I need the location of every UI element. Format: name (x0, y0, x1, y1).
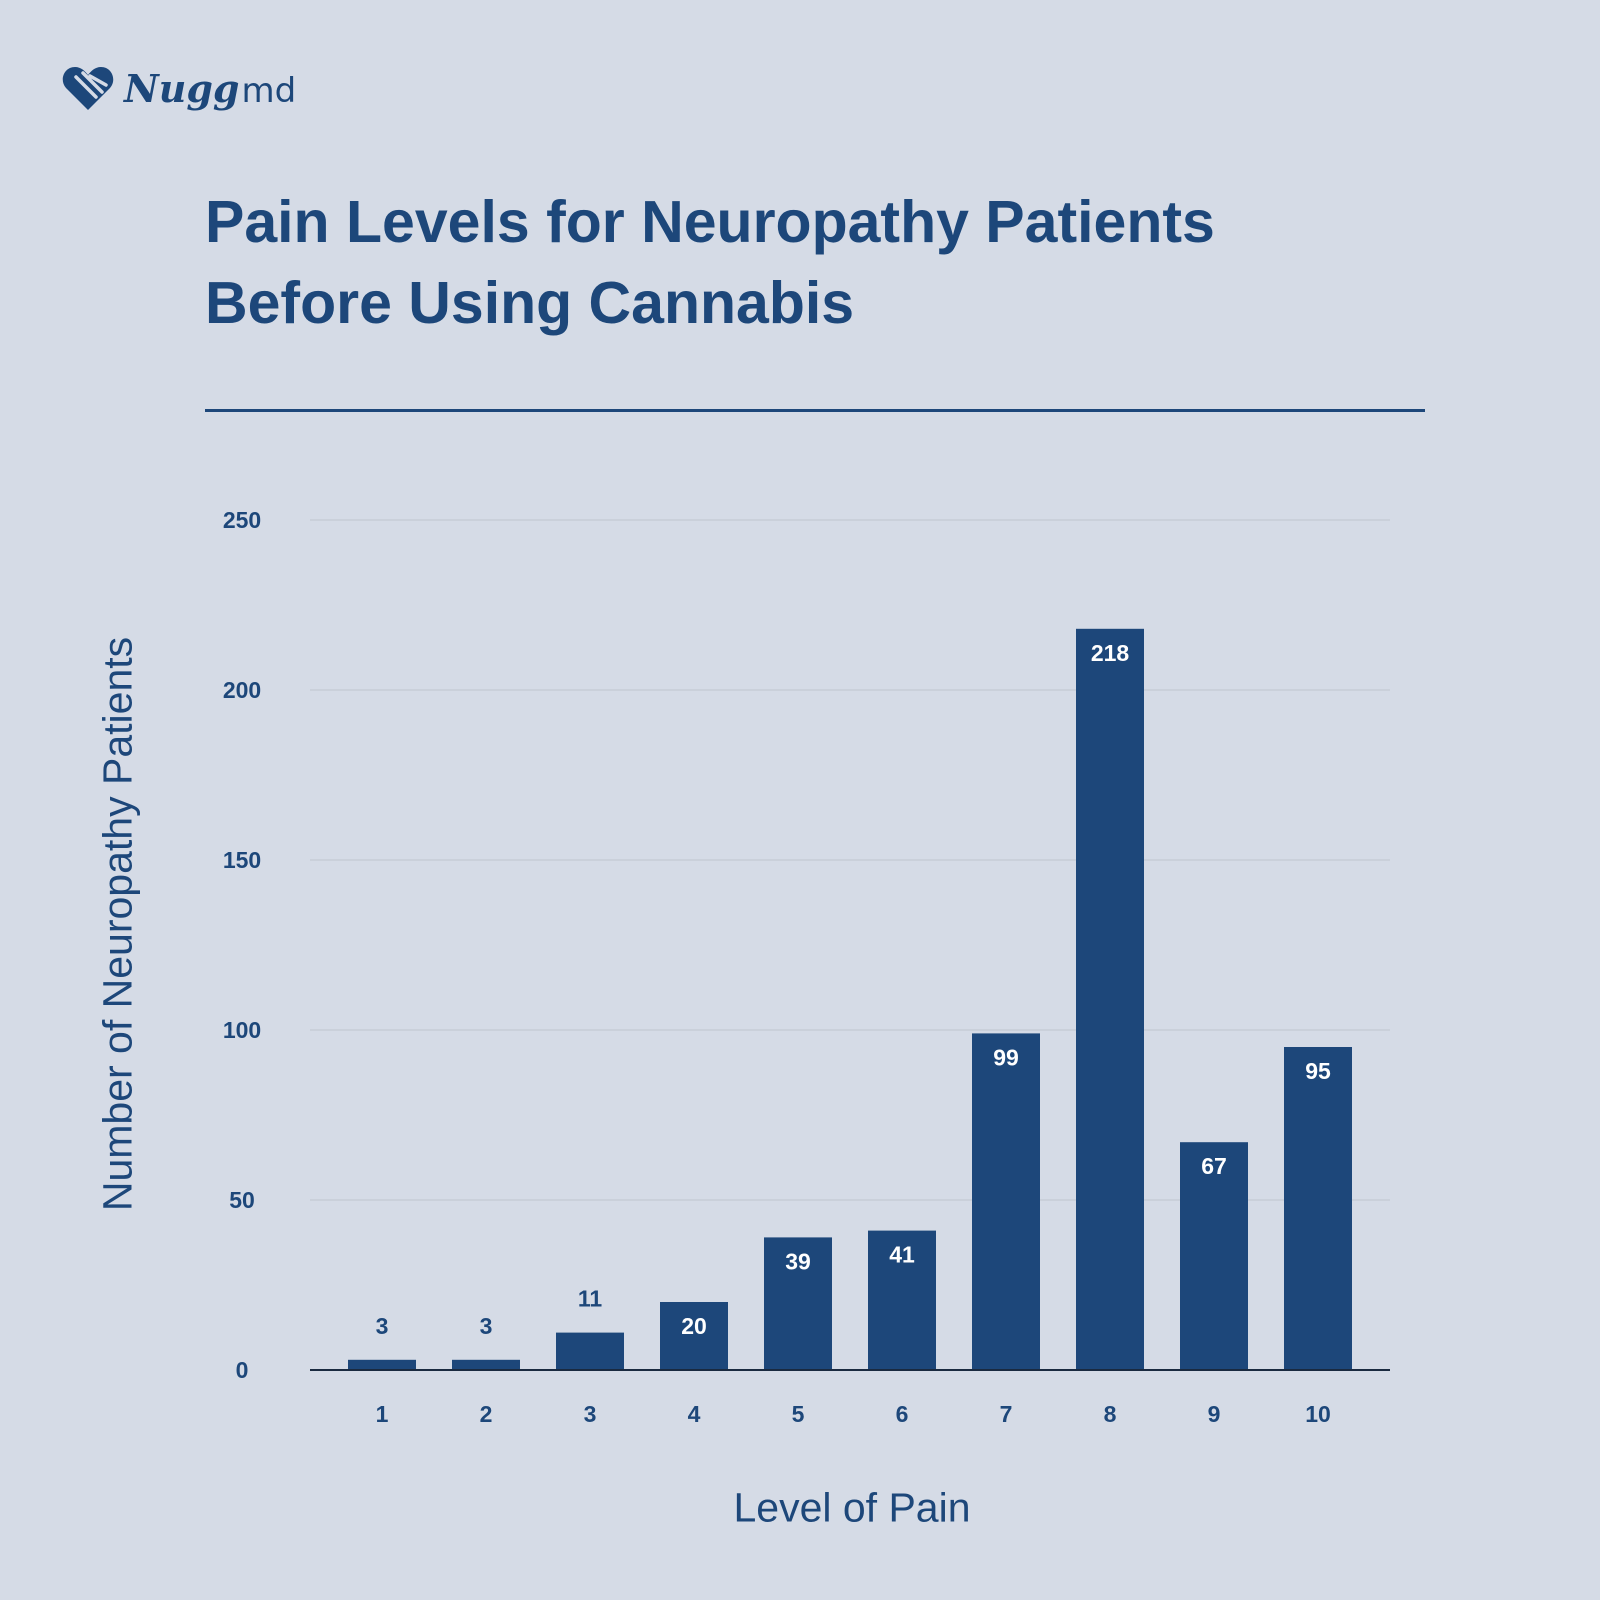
data-label: 99 (993, 1044, 1019, 1070)
chart-title: Pain Levels for Neuropathy Patients Befo… (205, 189, 1215, 336)
bar (556, 1332, 624, 1370)
y-tick-label: 150 (223, 847, 261, 873)
y-tick-label: 200 (223, 677, 261, 703)
bar (660, 1302, 728, 1370)
data-label: 3 (376, 1313, 389, 1339)
brand-suffix: md (241, 70, 297, 111)
bar (452, 1359, 520, 1370)
data-label: 95 (1305, 1058, 1331, 1084)
y-axis-title: Number of Neuropathy Patients (94, 636, 141, 1212)
y-tick-label: 0 (236, 1357, 249, 1383)
brand-logo: Nuggmd (62, 64, 296, 112)
bar (868, 1230, 936, 1370)
x-tick-label: 5 (792, 1401, 805, 1427)
x-tick-label: 6 (896, 1401, 909, 1427)
x-tick-label: 1 (376, 1401, 389, 1427)
data-label: 218 (1091, 640, 1130, 666)
data-label: 67 (1201, 1153, 1227, 1179)
bar (1284, 1047, 1352, 1370)
data-label: 11 (578, 1286, 603, 1312)
y-tick-label: 100 (223, 1017, 261, 1043)
bar (1180, 1142, 1248, 1370)
x-tick-label: 2 (480, 1401, 493, 1427)
x-axis-title: Level of Pain (733, 1484, 971, 1531)
data-label: 39 (785, 1248, 811, 1274)
x-tick-label: 8 (1104, 1401, 1117, 1427)
bar (1076, 628, 1144, 1370)
x-tick-label: 9 (1208, 1401, 1221, 1427)
y-tick-label: 250 (223, 507, 261, 533)
brand-name: Nuggmd (124, 65, 297, 111)
y-tick-label: 50 (229, 1187, 255, 1213)
x-tick-label: 4 (688, 1401, 701, 1427)
x-tick-label: 7 (1000, 1401, 1013, 1427)
data-label: 20 (681, 1313, 707, 1339)
bar (972, 1033, 1040, 1370)
bar (764, 1237, 832, 1370)
x-tick-label: 3 (584, 1401, 597, 1427)
data-label: 3 (480, 1313, 493, 1339)
heart-icon (62, 67, 114, 110)
bar (348, 1359, 416, 1370)
data-label: 41 (889, 1242, 915, 1268)
x-tick-label: 10 (1305, 1401, 1331, 1427)
title-divider (205, 409, 1425, 412)
